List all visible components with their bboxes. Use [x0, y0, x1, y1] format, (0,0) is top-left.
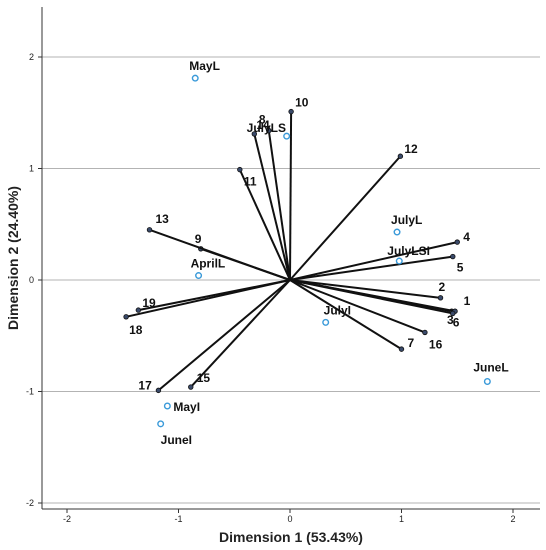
- vector-13-line: [149, 228, 291, 281]
- variable-vectors: [123, 108, 460, 394]
- vector-10-point: [288, 108, 294, 115]
- vector-6-line: [289, 279, 453, 315]
- object-JulyL-point: [393, 228, 401, 236]
- vector-17-point: [155, 387, 162, 394]
- vector-6-point: [450, 310, 456, 317]
- vector-14-label: 14: [256, 118, 270, 132]
- vector-4-label: 4: [463, 230, 470, 244]
- y-tick-label: -1: [26, 387, 34, 397]
- object-JulyL-label: JulyL: [391, 213, 422, 227]
- vector-5-label: 5: [457, 261, 464, 275]
- vector-16-label: 16: [429, 337, 443, 351]
- object-MayL-label: MayL: [189, 59, 220, 73]
- vector-12-point: [397, 153, 404, 159]
- vector-15-point: [188, 384, 194, 390]
- y-tick-label: 1: [29, 164, 34, 174]
- y-tick-label: -2: [26, 498, 34, 508]
- object-AprilL-label: AprilL: [191, 257, 226, 271]
- vector-2-label: 2: [439, 280, 446, 294]
- object-AprilL-point: [195, 272, 203, 280]
- object-MayI-point: [163, 402, 171, 410]
- vector-2-point: [437, 295, 444, 301]
- vector-1-label: 1: [464, 294, 471, 308]
- vector-19-line: [138, 279, 291, 312]
- object-JulyLSI-label: JulyLSI: [387, 244, 430, 258]
- object-JulyI-point: [322, 318, 330, 326]
- object-points: [157, 74, 491, 428]
- vector-18-point: [123, 314, 129, 320]
- vector-15-label: 15: [197, 371, 211, 385]
- vector-8-point: [266, 127, 272, 134]
- object-JuneL-point: [483, 377, 491, 385]
- vector-8-label: 8: [259, 113, 266, 127]
- y-tick-label: 0: [29, 275, 34, 285]
- vector-4-point: [454, 239, 460, 245]
- object-JuneI-label: JuneI: [161, 433, 192, 447]
- vector-13-point: [146, 227, 153, 233]
- vector-18-label: 18: [129, 323, 143, 337]
- vector-11-label: 11: [244, 175, 257, 189]
- object-JulyI-label: JulyI: [324, 303, 351, 317]
- point-labels: 12345678910111213141516171819MayLJulyLSJ…: [129, 59, 509, 447]
- object-JuneL-label: JuneL: [473, 360, 508, 374]
- x-tick-label: -1: [174, 514, 182, 524]
- x-tick-label: -2: [63, 514, 71, 524]
- vector-5-line: [289, 255, 453, 281]
- object-JulyLS-label: JulyLS: [247, 121, 286, 135]
- x-axis-title: Dimension 1 (53.43%): [219, 529, 363, 545]
- vector-7-point: [398, 346, 405, 352]
- vector-13-label: 13: [156, 212, 170, 226]
- vector-19-label: 19: [142, 296, 156, 310]
- vector-16-line: [289, 279, 426, 334]
- vector-12-line: [289, 155, 402, 281]
- x-tick-label: 2: [510, 514, 515, 524]
- vector-4-line: [289, 241, 458, 281]
- x-tick-label: 1: [399, 514, 404, 524]
- vector-9-label: 9: [195, 232, 202, 246]
- object-JuneI-point: [157, 420, 165, 428]
- vector-5-point: [450, 253, 456, 260]
- vector-12-label: 12: [404, 142, 418, 156]
- y-tick-label: 2: [29, 52, 34, 62]
- vector-10-line: [289, 111, 293, 281]
- vector-3-label: 3: [447, 313, 454, 327]
- y-axis-title: Dimension 2 (24.40%): [5, 186, 21, 330]
- vector-14-line: [253, 133, 291, 281]
- object-MayI-label: MayI: [173, 400, 200, 414]
- vector-8-line: [267, 130, 291, 281]
- vector-11-point: [237, 166, 243, 173]
- vector-17-line: [157, 279, 291, 392]
- vector-19-point: [135, 307, 142, 313]
- vector-7-label: 7: [408, 336, 415, 350]
- object-JulyLS-point: [283, 132, 291, 140]
- x-tick-label: 0: [287, 514, 292, 524]
- vector-10-label: 10: [295, 96, 309, 110]
- object-JulyLSI-point: [395, 257, 403, 265]
- vector-2-line: [289, 279, 441, 299]
- vector-6-label: 6: [453, 315, 460, 329]
- vector-14-point: [251, 131, 258, 137]
- vector-15-line: [190, 279, 291, 388]
- object-MayL-point: [191, 74, 199, 82]
- vector-17-label: 17: [138, 378, 152, 392]
- vector-16-point: [422, 329, 428, 336]
- vector-11-line: [238, 169, 291, 281]
- vector-7-line: [289, 279, 403, 350]
